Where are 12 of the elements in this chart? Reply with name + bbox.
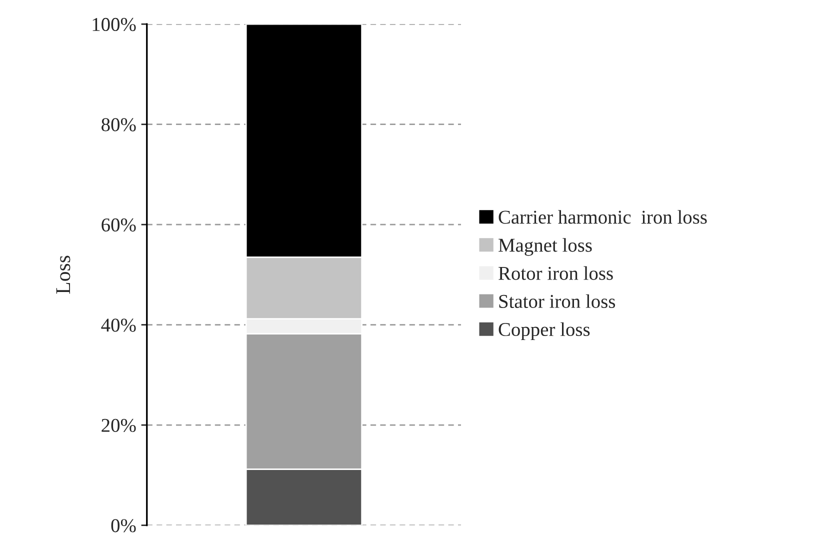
y-tick-label: 60% bbox=[102, 218, 136, 232]
y-tick-label: 100% bbox=[92, 18, 136, 32]
y-tick-label: 0% bbox=[111, 519, 136, 532]
legend-label: Copper loss bbox=[498, 322, 590, 340]
y-tick-label: 20% bbox=[102, 418, 136, 432]
y-axis-title: Loss bbox=[56, 256, 70, 294]
y-tick-label: 40% bbox=[101, 318, 136, 332]
legend-label: Carrier harmonic iron loss bbox=[498, 210, 707, 224]
legend-label: Stator iron loss bbox=[499, 294, 616, 308]
legend-label: Rotor iron loss bbox=[498, 266, 613, 280]
y-tick-label: 80% bbox=[102, 118, 136, 132]
legend-label: Magnet loss bbox=[498, 238, 592, 256]
